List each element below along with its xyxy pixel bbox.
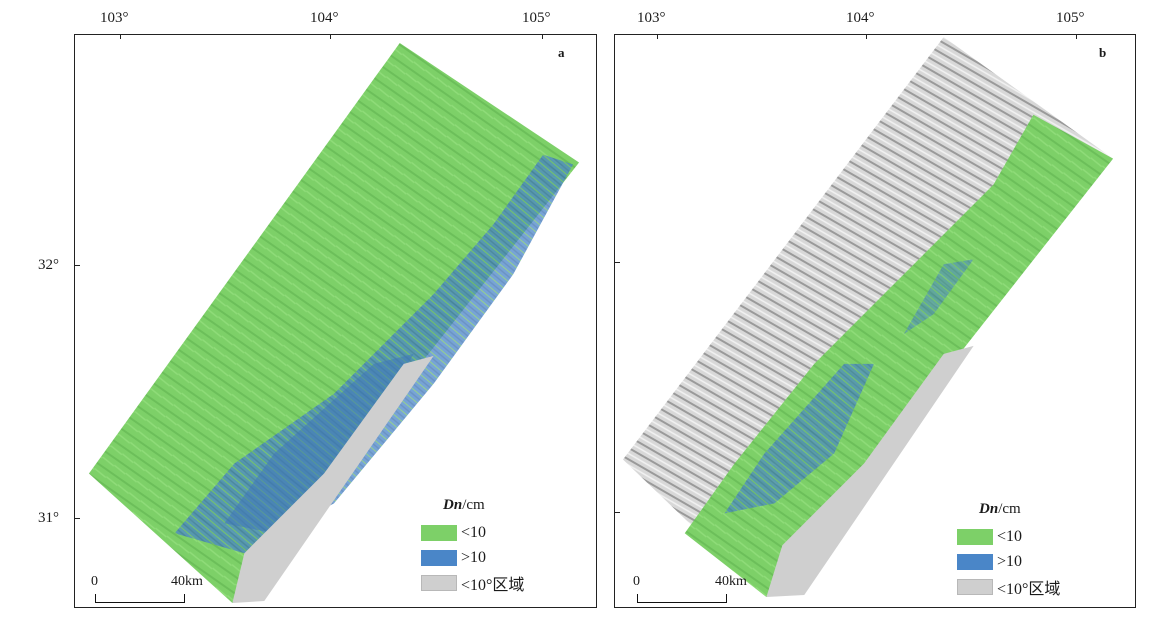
swatch-low-b	[957, 528, 993, 545]
slope-mask-a	[232, 355, 434, 604]
legend-label-low-b: <10	[997, 527, 1023, 545]
lon-label-105-b: 105°	[1056, 10, 1085, 26]
scalebar-a: 0 40km	[91, 574, 203, 606]
swatch-high-a	[421, 549, 457, 566]
lon-label-104-a: 104°	[310, 10, 339, 26]
legend-item-low-a: <10	[421, 520, 524, 545]
legend-label-mask-b: <10°区域	[997, 580, 1061, 598]
swatch-high-b	[957, 553, 993, 570]
legend-var-b: Dn	[979, 501, 999, 517]
lon-label-103-b: 103°	[637, 10, 666, 26]
legend-item-low-b: <10	[957, 524, 1060, 549]
scalebar-line-a	[95, 594, 185, 603]
lon-tick-103-b	[657, 34, 659, 39]
legend-item-high-b: >10	[957, 549, 1060, 574]
legend-unit-a: /cm	[462, 497, 485, 513]
legend-label-high-a: >10	[461, 548, 487, 566]
lon-label-104-b: 104°	[846, 10, 875, 26]
scalebar-zero-a: 0	[91, 574, 98, 589]
legend-var-a: Dn	[443, 497, 463, 513]
lon-tick-105-b	[1076, 34, 1078, 39]
swath-a	[88, 42, 580, 604]
legend-label-high-b: >10	[997, 552, 1023, 570]
high-dn-patch2-b	[903, 259, 974, 334]
map-panel-b: b Dn/cm <10 >10 <10°区域 0 40km	[614, 34, 1136, 608]
high-dn-patch-b	[724, 363, 875, 514]
legend-label-low-a: <10	[461, 523, 487, 541]
legend-item-high-a: >10	[421, 545, 524, 570]
panel-label-b: b	[1099, 45, 1107, 60]
lat-label-31: 31°	[38, 510, 59, 526]
swatch-mask-b	[957, 578, 993, 595]
scalebar-max-b: 40km	[715, 574, 747, 589]
lat-tick-32-a	[74, 265, 80, 267]
legend-title-b: Dn/cm	[979, 501, 1060, 518]
lon-tick-104-a	[330, 34, 332, 39]
lon-label-103-a: 103°	[100, 10, 129, 26]
panel-label-a: a	[558, 45, 565, 60]
scalebar-zero-b: 0	[633, 574, 640, 589]
lon-label-105-a: 105°	[522, 10, 551, 26]
lon-tick-104-b	[866, 34, 868, 39]
high-dn-core-a	[224, 353, 414, 534]
high-dn-band-a	[174, 154, 574, 554]
legend-b: Dn/cm <10 >10 <10°区域	[957, 501, 1060, 599]
legend-a: Dn/cm <10 >10 <10°区域	[421, 497, 524, 595]
scalebar-line-b	[637, 594, 727, 603]
lat-label-32: 32°	[38, 257, 59, 273]
scalebar-max-a: 40km	[171, 574, 203, 589]
slope-mask-b	[766, 345, 974, 598]
legend-label-mask-a: <10°区域	[461, 576, 525, 594]
legend-item-mask-a: <10°区域	[421, 570, 524, 595]
lat-tick-31-a	[74, 518, 80, 520]
lon-tick-103-a	[120, 34, 122, 39]
lat-tick-32-b	[614, 262, 620, 264]
swatch-low-a	[421, 524, 457, 541]
legend-title-a: Dn/cm	[443, 497, 524, 514]
lat-tick-31-b	[614, 512, 620, 514]
legend-item-mask-b: <10°区域	[957, 574, 1060, 599]
map-panel-a: a Dn/cm <10 >10 <10°区域 0 40km	[74, 34, 597, 608]
swatch-mask-a	[421, 574, 457, 591]
map-b-canvas	[622, 36, 1114, 598]
lon-tick-105-a	[542, 34, 544, 39]
map-a-canvas	[88, 42, 580, 604]
scalebar-b: 0 40km	[633, 574, 747, 606]
legend-unit-b: /cm	[998, 501, 1021, 517]
